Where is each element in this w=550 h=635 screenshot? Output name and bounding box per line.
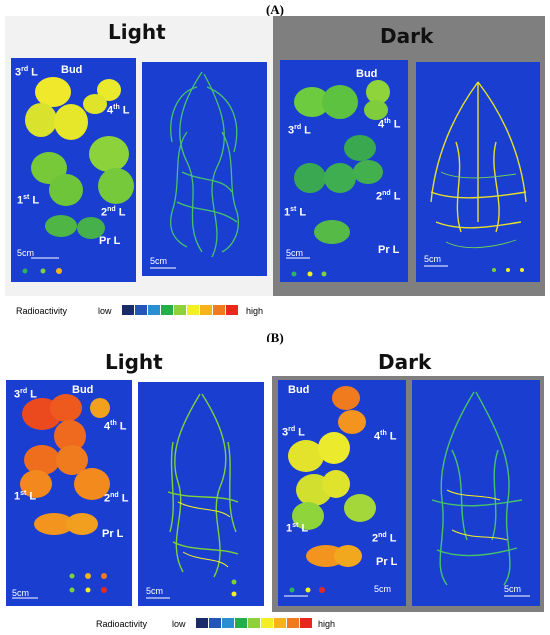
- colorscale-swatch: [261, 618, 273, 628]
- colorscale-swatch: [209, 618, 221, 628]
- leaf-autoradiograph-light-b: 3rd L Bud 4th L 1st L 2nd L Pr L 5cm: [6, 380, 132, 606]
- leaf-label-pr: Pr L: [102, 528, 124, 540]
- scale-bar-label: 5cm: [504, 584, 522, 594]
- colorscale-swatch: [200, 305, 212, 315]
- leaf-label-bud: Bud: [356, 68, 378, 80]
- leaf-label-2nd: 2nd L: [101, 206, 126, 219]
- root-autoradiograph-dark-a: 5cm: [416, 62, 540, 282]
- legend-title-a: Radioactivity: [16, 306, 68, 316]
- leaf-label-1st: 1st L: [17, 194, 40, 207]
- leaf-label-3rd: 3rd L: [15, 66, 38, 79]
- leaf-label-1st: 1st L: [286, 522, 309, 535]
- leaf-label-bud: Bud: [72, 384, 94, 396]
- leaf-label-bud: Bud: [288, 384, 310, 396]
- scale-bar-label: 5cm: [374, 584, 392, 594]
- root-image-dark-b: [431, 391, 530, 597]
- root-autoradiograph-dark-b: 5cm: [412, 380, 540, 606]
- scale-bar-label: 5cm: [146, 586, 164, 596]
- colorscale-swatch: [148, 305, 160, 315]
- root-image-light-b: [146, 393, 239, 599]
- colorscale-swatch: [161, 305, 173, 315]
- colorscale-swatch: [300, 618, 312, 628]
- leaf-label-4th: 4th L: [374, 430, 397, 443]
- leaf-label-1st: 1st L: [14, 490, 37, 503]
- colorscale-swatch: [213, 305, 225, 315]
- leaf-label-bud: Bud: [61, 64, 83, 76]
- root-autoradiograph-light-a: 5cm: [142, 62, 267, 276]
- legend-low-b: low: [172, 619, 186, 629]
- colorscale-swatch: [135, 305, 147, 315]
- root-image-light-a: [150, 71, 239, 269]
- leaf-label-3rd: 3rd L: [288, 124, 311, 137]
- colorscale-swatch: [174, 305, 186, 315]
- leaf-image-light-a: [22, 77, 134, 274]
- scale-bar-label: 5cm: [286, 248, 304, 258]
- leaf-label-2nd: 2nd L: [104, 492, 129, 505]
- leaf-label-pr: Pr L: [99, 235, 121, 247]
- leaf-image-dark-a: [286, 80, 390, 277]
- leaf-label-4th: 4th L: [107, 104, 130, 117]
- leaf-label-2nd: 2nd L: [376, 190, 401, 203]
- leaf-label-3rd: 3rd L: [14, 388, 37, 401]
- colorscale-swatch: [187, 305, 199, 315]
- leaf-label-1st: 1st L: [284, 206, 307, 219]
- colorscale-swatch: [274, 618, 286, 628]
- scale-bar-label: 5cm: [17, 248, 35, 258]
- scale-bar-label: 5cm: [12, 588, 30, 598]
- legend-low-a: low: [98, 306, 112, 316]
- leaf-label-3rd: 3rd L: [282, 426, 305, 439]
- legend-title-b: Radioactivity: [96, 619, 148, 629]
- panel-label-b: (B): [266, 330, 284, 345]
- leaf-label-4th: 4th L: [378, 118, 401, 131]
- colorscale-swatch: [122, 305, 134, 315]
- leaf-autoradiograph-light-a: 3rd L Bud 4th L 1st L 2nd L Pr L 5cm: [11, 58, 136, 282]
- condition-title-light-b: Light: [105, 350, 163, 374]
- colorscale-swatch: [248, 618, 260, 628]
- colorscale-swatch: [196, 618, 208, 628]
- root-autoradiograph-light-b: 5cm: [138, 382, 264, 606]
- leaf-label-pr: Pr L: [376, 556, 398, 568]
- leaf-image-light-b: [12, 394, 110, 599]
- leaf-autoradiograph-dark-a: Bud 3rd L 4th L 2nd L 1st L Pr L 5cm: [280, 60, 408, 282]
- scale-bar-label: 5cm: [150, 256, 168, 266]
- legend-high-a: high: [246, 306, 264, 316]
- condition-title-light-a: Light: [108, 20, 166, 44]
- leaf-label-2nd: 2nd L: [372, 532, 397, 545]
- scale-bar-label: 5cm: [424, 254, 442, 264]
- colorscale-swatch: [222, 618, 234, 628]
- condition-title-dark-a: Dark: [380, 24, 434, 48]
- colorscale-swatch: [235, 618, 247, 628]
- colorscale-swatch: [226, 305, 238, 315]
- panel-label-a: (A): [265, 2, 285, 17]
- condition-title-dark-b: Dark: [378, 350, 432, 374]
- legend-high-b: high: [318, 619, 336, 629]
- leaf-label-pr: Pr L: [378, 244, 400, 256]
- leaf-autoradiograph-dark-b: Bud 3rd L 4th L 1st L 2nd L Pr L 5cm: [278, 380, 406, 606]
- root-image-dark-a: [424, 81, 527, 272]
- leaf-image-dark-b: [284, 386, 376, 597]
- leaf-label-4th: 4th L: [104, 420, 127, 433]
- colorscale-swatch: [287, 618, 299, 628]
